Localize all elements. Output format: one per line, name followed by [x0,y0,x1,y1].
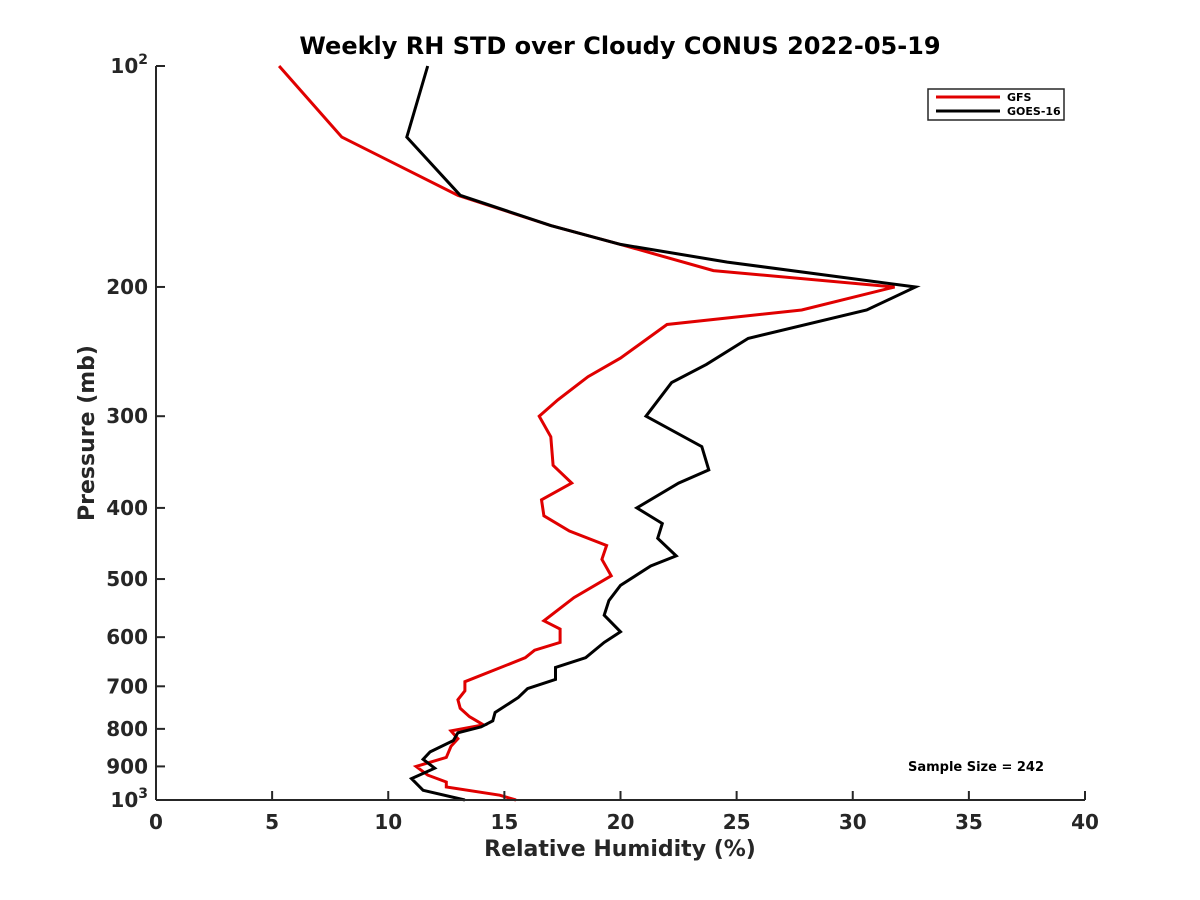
x-axis-label: Relative Humidity (%) [484,837,756,862]
y-tick-label: 300 [106,404,148,428]
axes [155,66,1085,801]
legend-label-gfs: GFS [1007,91,1032,104]
y-axis-label: Pressure (mb) [75,345,100,521]
x-tick-label: 10 [374,810,402,834]
y-tick-label: 102 [110,52,148,78]
x-ticks: 0 5 10 15 20 25 30 35 40 [149,791,1099,834]
sample-size-annotation: Sample Size = 242 [908,760,1044,775]
plot-area [277,65,921,802]
x-tick-label: 30 [839,810,867,834]
legend-label-goes-16: GOES-16 [1007,105,1061,118]
y-tick-label: 600 [106,625,148,649]
chart-title: Weekly RH STD over Cloudy CONUS 2022-05-… [299,32,940,60]
y-tick-label: 900 [106,754,148,778]
x-tick-label: 0 [149,810,163,834]
y-tick-label: 700 [106,674,148,698]
x-tick-label: 15 [490,810,518,834]
y-tick-label: 103 [110,786,148,812]
x-tick-label: 40 [1071,810,1099,834]
y-tick-label: 200 [106,275,148,299]
x-tick-label: 35 [955,810,983,834]
y-ticks: 102 200 300 400 500 600 700 800 900 103 [106,52,165,812]
legend-box [927,88,1065,121]
y-tick-label: 800 [106,717,148,741]
x-tick-label: 20 [607,810,635,834]
y-tick-label: 500 [106,567,148,591]
x-tick-label: 25 [723,810,751,834]
y-tick-label: 400 [106,496,148,520]
series-line-gfs [277,65,895,802]
x-tick-label: 5 [265,810,279,834]
series-line-goes-16 [405,65,921,802]
